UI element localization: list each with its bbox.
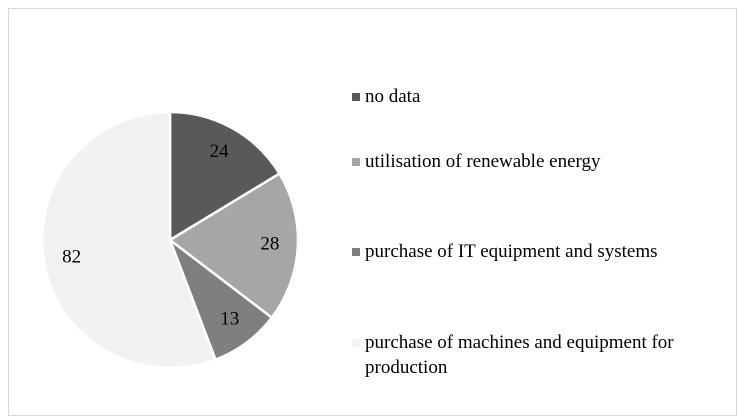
legend-item: utilisation of renewable energy xyxy=(352,149,732,174)
legend-swatch xyxy=(352,339,360,347)
legend-swatch xyxy=(352,248,360,256)
legend-swatch xyxy=(352,93,360,101)
legend-item: purchase of IT equipment and systems xyxy=(352,239,732,264)
pie-slice xyxy=(40,110,218,370)
pie-slice xyxy=(167,171,300,320)
pie-slice xyxy=(168,110,282,243)
legend-swatch xyxy=(352,158,360,166)
chart-frame xyxy=(8,8,737,416)
legend-label: purchase of machines and equipment for p… xyxy=(365,332,674,378)
legend-label: purchase of IT equipment and systems xyxy=(365,241,658,262)
data-label: 13 xyxy=(220,309,239,330)
legend-item: no data xyxy=(352,84,732,109)
data-label: 82 xyxy=(62,246,81,267)
legend-label: utilisation of renewable energy xyxy=(365,151,601,172)
legend-label: no data xyxy=(365,86,421,107)
data-label: 24 xyxy=(210,141,230,162)
legend-item: purchase of machines and equipment for p… xyxy=(352,330,732,380)
data-label: 28 xyxy=(260,234,279,255)
